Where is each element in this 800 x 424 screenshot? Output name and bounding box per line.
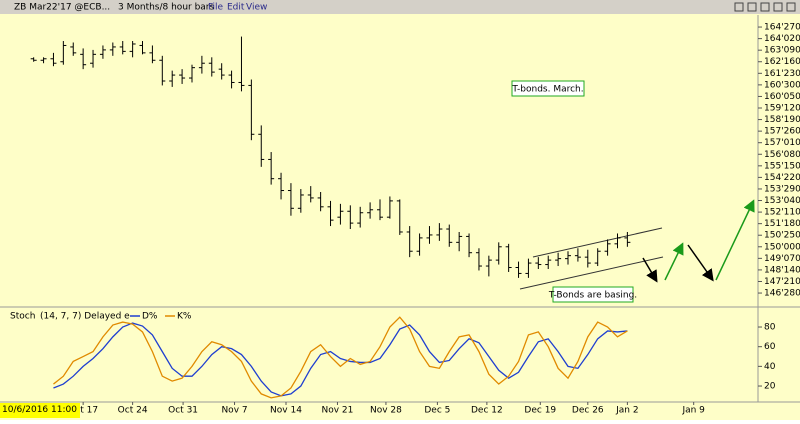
x-tick-label: Dec 5	[424, 406, 450, 416]
y-tick-label: 164'020	[764, 34, 800, 44]
arrow	[642, 257, 658, 283]
legend-label: D%	[142, 312, 158, 322]
y-tick-label: 60	[764, 342, 776, 352]
y-tick-label: 164'270	[764, 23, 800, 33]
y-tick-label: 152'110	[764, 208, 800, 218]
annotation: T-Bonds are basing.	[548, 291, 637, 301]
y-tick-label: 157'010	[764, 138, 800, 148]
x-tick-label: Dec 26	[572, 406, 604, 416]
period[interactable]: 3 Months/8 hour bars	[118, 3, 215, 13]
y-tick-label: 155'150	[764, 161, 800, 171]
indicator-params[interactable]: (14, 7, 7) Delayed e	[40, 312, 130, 322]
y-tick-label: 147'210	[764, 277, 800, 287]
y-tick-label: 154'220	[764, 173, 800, 183]
y-tick-label: 151'180	[764, 219, 800, 229]
window-title[interactable]: ZB Mar22'17 @ECB...	[14, 3, 110, 13]
y-tick-label: 150'250	[764, 231, 800, 241]
stoch-line	[53, 322, 628, 397]
legend-label: K%	[177, 312, 192, 322]
x-tick-label: Nov 7	[221, 406, 247, 416]
y-tick-label: 148'140	[764, 265, 800, 275]
x-tick-label: Oct 31	[168, 406, 198, 416]
x-tick-label: Nov 14	[270, 406, 302, 416]
cursor-label: 10/6/2016 11:00	[0, 403, 80, 418]
menu-item[interactable]: Edit	[227, 3, 245, 13]
y-tick-label: 157'260	[764, 127, 800, 137]
y-tick-label: 158'190	[764, 115, 800, 125]
y-tick-label: 40	[764, 362, 776, 372]
x-tick-label: Nov 28	[370, 406, 402, 416]
indicator-title[interactable]: Stoch	[10, 312, 35, 322]
annotation-box	[511, 80, 585, 97]
arrow	[687, 244, 714, 282]
y-tick-label: 160'300	[764, 80, 800, 90]
title-bar	[0, 0, 800, 14]
y-tick-label: 80	[764, 323, 776, 333]
y-tick-label: 149'070	[764, 254, 800, 264]
annotation-box	[552, 286, 634, 303]
y-tick-label: 150'000	[764, 242, 800, 252]
menu-item[interactable]: View	[246, 3, 267, 13]
y-tick-label: 153'040	[764, 196, 800, 206]
x-tick-label: Jan 9	[681, 406, 705, 416]
arrow	[715, 199, 755, 281]
arrow	[664, 242, 684, 281]
stoch-line	[53, 316, 628, 399]
channel-line	[532, 227, 663, 258]
x-tick-label: Dec 12	[471, 406, 503, 416]
y-tick-label: 162'160	[764, 57, 800, 67]
window-buttons[interactable]	[734, 2, 796, 12]
y-tick-label: 20	[764, 382, 776, 392]
x-tick-label: Dec 19	[524, 406, 556, 416]
x-tick-label: Nov 21	[322, 406, 354, 416]
y-tick-label: 163'090	[764, 46, 800, 56]
y-tick-label: 159'120	[764, 104, 800, 114]
y-tick-label: 146'280	[764, 289, 800, 299]
y-tick-label: 156'080	[764, 150, 800, 160]
menu-item[interactable]: File	[208, 3, 224, 13]
y-tick-label: 160'050	[764, 92, 800, 102]
x-tick-label: Jan 2	[615, 406, 638, 416]
annotation: T-bonds. March.	[511, 85, 583, 95]
y-tick-label: 161'230	[764, 69, 800, 79]
x-tick-label: Oct 24	[118, 406, 148, 416]
y-tick-label: 153'290	[764, 184, 800, 194]
channel-line	[519, 256, 664, 290]
x-tick-label: Oct 17	[68, 406, 98, 416]
